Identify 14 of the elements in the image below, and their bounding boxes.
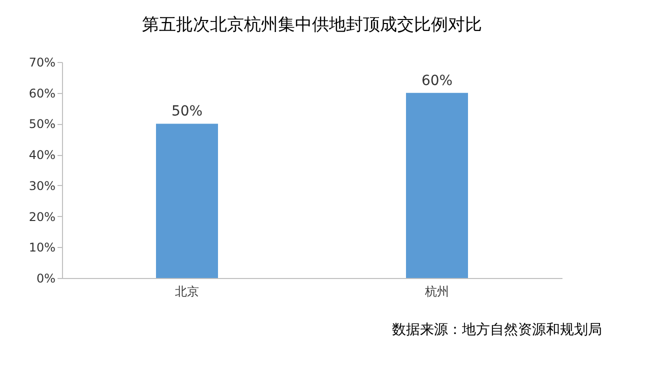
data-label: 60%: [421, 72, 453, 89]
chart-title: 第五批次北京杭州集中供地封顶成交比例对比: [142, 15, 482, 35]
source-note: 数据来源：地方自然资源和规划局: [392, 322, 602, 338]
y-tick-label: 20%: [28, 210, 56, 224]
y-tick-label: 70%: [28, 56, 56, 70]
y-tick-label: 60%: [28, 86, 56, 100]
y-tick-label: 0%: [36, 272, 56, 286]
y-tick-label: 10%: [28, 240, 56, 255]
x-tick-label: 杭州: [424, 284, 449, 298]
y-tick-label: 40%: [28, 148, 56, 162]
y-tick-label: 50%: [28, 117, 56, 132]
y-tick-label: 30%: [28, 178, 56, 193]
data-label: 50%: [171, 104, 203, 120]
x-tick-label: 北京: [175, 284, 199, 298]
